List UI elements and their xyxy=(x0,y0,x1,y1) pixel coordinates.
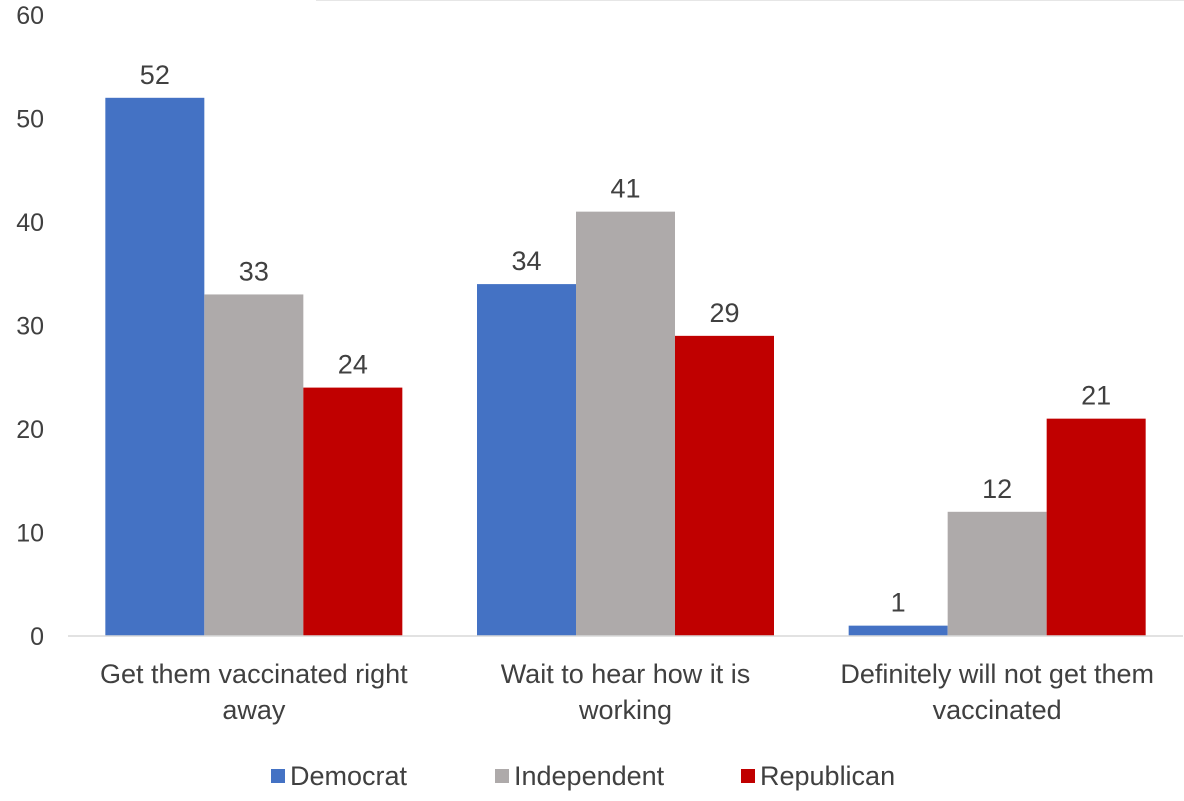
bar-independent-2 xyxy=(947,511,1047,636)
data-label-republican-2: 21 xyxy=(1081,381,1111,411)
y-tick-label: 20 xyxy=(16,416,44,444)
bar-democrat-2 xyxy=(848,625,948,636)
category-label: Get them vaccinated right xyxy=(100,659,408,689)
bar-republican-2 xyxy=(1046,418,1146,636)
data-labels: 52 33 24 34 41 29 1 12 21 xyxy=(140,60,1111,618)
y-tick-label: 40 xyxy=(16,209,44,237)
legend-swatch-republican xyxy=(741,769,755,783)
data-label-democrat-0: 52 xyxy=(140,60,170,90)
legend-swatch-independent xyxy=(495,769,509,783)
bar-democrat-0 xyxy=(105,97,205,637)
data-label-independent-0: 33 xyxy=(239,256,269,286)
bar-independent-0 xyxy=(204,294,304,636)
y-tick-label: 0 xyxy=(30,623,44,651)
bar-republican-0 xyxy=(303,387,403,636)
legend-swatch-democrat xyxy=(271,769,285,783)
data-label-independent-2: 12 xyxy=(982,474,1012,504)
legend: Democrat Independent Republican xyxy=(271,761,895,791)
category-label: Wait to hear how it is xyxy=(501,659,751,689)
x-axis: Get them vaccinated right away Wait to hea… xyxy=(100,659,1154,725)
legend-label-republican: Republican xyxy=(760,761,895,791)
data-label-republican-1: 29 xyxy=(709,298,739,328)
y-tick-label: 60 xyxy=(16,2,44,30)
y-tick-label: 30 xyxy=(16,313,44,341)
bar-republican-1 xyxy=(675,335,774,636)
y-axis: 0 10 20 30 40 50 60 xyxy=(16,2,44,651)
legend-label-democrat: Democrat xyxy=(290,761,408,791)
category-label: working xyxy=(578,695,672,725)
data-label-democrat-1: 34 xyxy=(511,246,541,276)
data-label-republican-0: 24 xyxy=(338,350,368,380)
data-label-democrat-2: 1 xyxy=(891,588,906,618)
category-label: away xyxy=(222,695,286,725)
legend-label-independent: Independent xyxy=(514,761,665,791)
bar-independent-1 xyxy=(576,211,675,636)
y-tick-label: 50 xyxy=(16,106,44,134)
category-label: Definitely will not get them xyxy=(840,659,1154,689)
bars xyxy=(105,97,1146,637)
category-label: vaccinated xyxy=(933,695,1062,725)
data-label-independent-1: 41 xyxy=(610,174,640,204)
bar-democrat-1 xyxy=(477,284,576,636)
y-tick-label: 10 xyxy=(16,520,44,548)
